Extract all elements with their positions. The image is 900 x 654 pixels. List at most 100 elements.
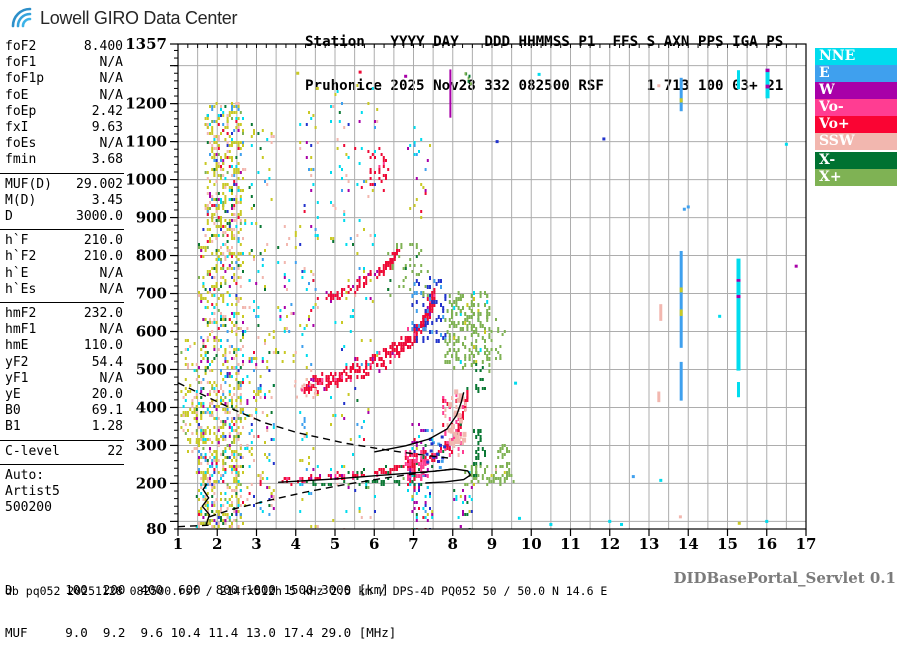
param-label: hmF1 [5,322,37,338]
param-label: h`Es [5,281,37,297]
param-value: 232.0 [83,306,123,322]
param-value: 22 [107,443,123,459]
param-row: h`F2 210.0 [0,249,124,265]
d-scale-row: D 100 200 400 600 800 1000 1500 3000 [km… [5,582,389,598]
param-row: h`Es N/A [0,282,124,298]
giro-logo: Lowell GIRO Data Center [6,5,237,31]
echo-scatter [180,68,798,529]
param-value: N/A [99,87,123,103]
param-row: hmF1 N/A [0,322,124,338]
param-row: h`F 210.0 [0,233,124,249]
param-label: hmE [5,338,29,354]
x-tick-label: 3 [251,535,261,553]
param-label: fxI [5,120,29,136]
param-value: 210.0 [83,249,123,265]
param-value: N/A [99,265,123,281]
y-tick-label: 1357 [125,35,167,53]
param-value: 9.63 [91,120,123,136]
y-tick-label: 1100 [125,133,167,151]
x-tick-label: 12 [599,535,620,553]
param-group: MUF(D) 29.002 M(D) 3.45 D 3000.0 [0,177,124,231]
param-value: 110.0 [83,338,123,354]
x-tick-label: 2 [212,535,222,553]
param-row: B1 1.28 [0,419,124,435]
legend-item-voplus: Vo+ [815,116,897,133]
param-value: N/A [99,370,123,386]
legend-item-e: E [815,65,897,82]
x-tick-label: 5 [330,535,340,553]
status-bar: db pq052 20251128 082500.rsf / 214fx512h… [5,584,608,598]
param-label: hmF2 [5,306,37,322]
param-label: yF2 [5,354,29,370]
param-row: hmF2 232.0 [0,306,124,322]
param-value: 20.0 [91,387,123,403]
param-row: foF1p N/A [0,71,124,87]
x-tick-label: 17 [796,535,817,553]
param-label: foF1p [5,71,45,87]
legend-item-xminus: X- [815,152,897,169]
param-group: foF2 8.400 foF1 N/A foF1p N/A foE N/A foEp 2.42 fx… [0,39,124,174]
grid [178,44,806,529]
param-row: yE 20.0 [0,387,124,403]
y-tick-label: 1000 [125,171,167,189]
y-tick-label: 300 [136,436,167,454]
ionogram-plot: 1 2 3 4 5 6 7 8 9 10 11 12 13 14 15 16 17135712001100100… [125,35,816,553]
y-tick-label: 500 [136,360,167,378]
auto-scaler-block: Auto: Artist5 500200 [0,468,124,521]
param-value: 210.0 [83,233,123,249]
param-group: hmF2 232.0 hmF1 N/A hmE 110.0 yF2 54.4 yF1 N/A yE 2… [0,306,124,441]
param-value: N/A [99,281,123,297]
param-label: MUF(D) [5,176,52,192]
x-tick-label: 15 [717,535,738,553]
y-tick-label: 900 [136,209,167,227]
param-group: h`F 210.0 h`F2 210.0 h`E N/A h`Es N/A [0,233,124,304]
param-label: D [5,209,13,225]
y-tick-label: 200 [136,474,167,492]
y-tick-label: 400 [136,398,167,416]
param-label: foEp [5,103,37,119]
tick-labels: 1 2 3 4 5 6 7 8 9 10 11 12 13 14 15 16 17135712001100100… [125,35,816,553]
param-label: foF1 [5,55,37,71]
param-label: h`F [5,233,29,249]
param-value: 54.4 [91,354,123,370]
param-row: yF2 54.4 [0,355,124,371]
x-tick-label: 1 [173,535,183,553]
servlet-version: DIDBasePortal_Servlet 0.1 [673,569,896,587]
param-label: M(D) [5,192,37,208]
x-tick-label: 10 [521,535,542,553]
param-row: C-level 22 [0,444,124,460]
param-row: foF2 8.400 [0,39,124,55]
artist-fitted-traces [178,382,472,528]
param-row: yF1 N/A [0,371,124,387]
legend-item-vominus: Vo- [815,99,897,116]
y-tick-label: 1200 [125,95,167,113]
x-tick-label: 4 [291,535,301,553]
y-tick-label: 80 [146,520,167,538]
giro-wave-icon [11,7,32,28]
auto-scaler-line: Artist5 [5,484,60,500]
x-tick-label: 13 [639,535,660,553]
param-row: foEs N/A [0,136,124,152]
x-tick-label: 11 [560,535,581,553]
param-value: 69.1 [91,403,123,419]
param-row: hmE 110.0 [0,338,124,354]
param-value: N/A [99,136,123,152]
legend-item-nne: NNE [815,48,897,65]
param-label: foF2 [5,39,37,54]
param-value: 3.68 [91,152,123,168]
param-group: C-level 22 [0,444,124,465]
x-tick-label: 16 [756,535,777,553]
x-tick-label: 7 [408,535,418,553]
param-label: B1 [5,419,21,435]
axes [170,43,807,536]
param-row: foEp 2.42 [0,104,124,120]
param-row: D 3000.0 [0,209,124,225]
param-value: N/A [99,71,123,87]
param-row: foE N/A [0,88,124,104]
x-tick-label: 14 [678,535,699,553]
param-label: C-level [5,443,60,459]
y-tick-label: 700 [136,285,167,303]
param-value: 3.45 [91,192,123,208]
echo-direction-legend: NNE E W Vo- Vo+ SSW X- X+ [815,48,897,186]
param-row: M(D) 3.45 [0,193,124,209]
